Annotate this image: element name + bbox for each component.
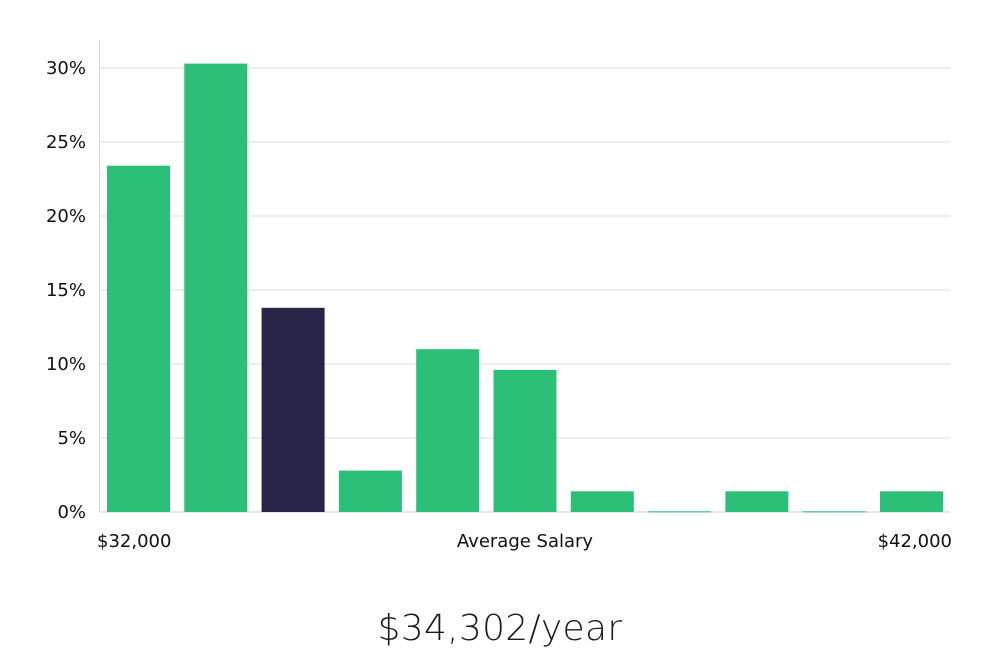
histogram-bar (184, 63, 248, 512)
y-tick-label: 15% (46, 280, 86, 301)
y-tick-label: 30% (46, 58, 86, 79)
histogram-bar (493, 369, 557, 512)
histogram-bar (648, 511, 712, 513)
x-axis-max-label: $42,000 (878, 531, 952, 552)
y-tick-label: 5% (57, 428, 86, 449)
bars (107, 63, 943, 513)
histogram-bar (107, 165, 170, 512)
y-tick-label: 20% (46, 206, 86, 227)
salary-histogram: 0% 5% 10% 15% 20% 25% 30% $32,000 Average Sala… (46, 40, 952, 552)
histogram-bar (570, 491, 634, 512)
histogram-bar (416, 349, 480, 512)
histogram-bar (802, 511, 866, 513)
x-axis-min-label: $32,000 (97, 531, 171, 552)
histogram-bar-highlighted (261, 307, 325, 512)
histogram-bar (880, 491, 943, 512)
y-tick-labels: 0% 5% 10% 15% 20% 25% 30% (46, 58, 86, 523)
histogram-bar (338, 470, 402, 512)
histogram-bar (725, 491, 789, 512)
average-salary-value: $34,302/year (377, 608, 623, 649)
y-tick-label: 10% (46, 354, 86, 375)
y-tick-label: 0% (57, 502, 86, 523)
y-tick-label: 25% (46, 132, 86, 153)
x-axis-title: Average Salary (457, 531, 594, 552)
